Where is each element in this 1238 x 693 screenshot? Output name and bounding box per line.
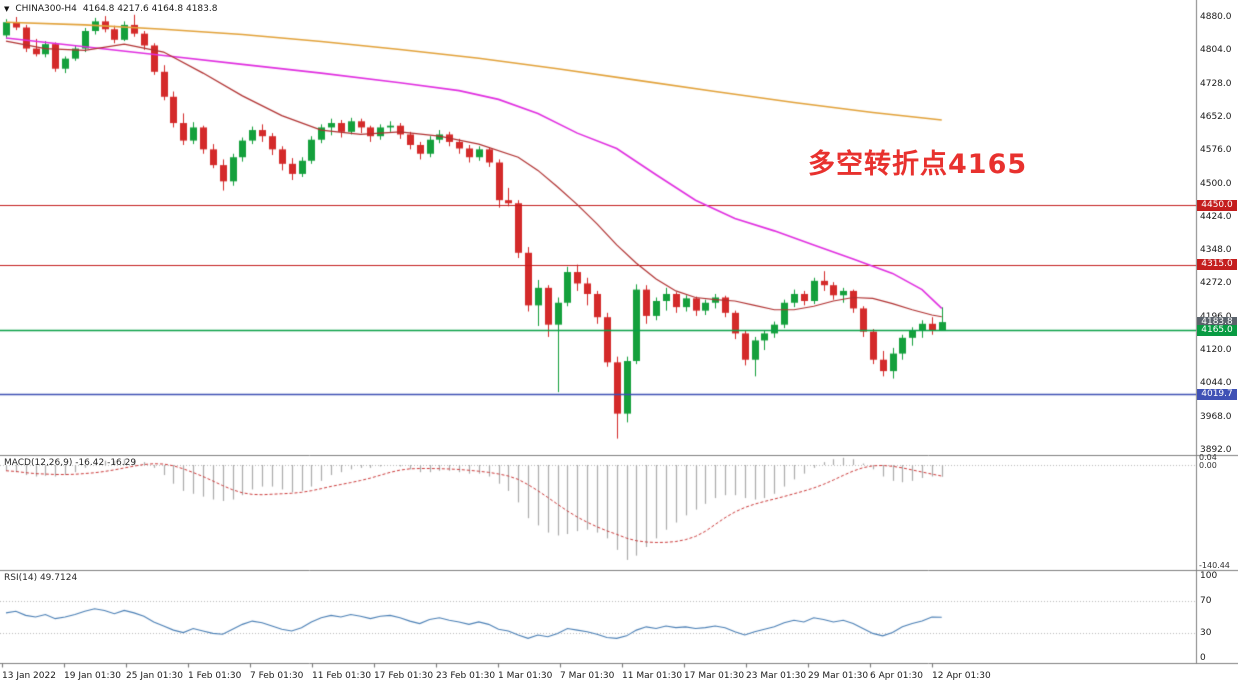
price-axis-label: 4424.0 [1200, 211, 1232, 222]
time-axis-label: 12 Apr 01:30 [932, 671, 991, 681]
price-tag: 4315.0 [1197, 259, 1237, 271]
price-axis-label: 4804.0 [1200, 45, 1232, 56]
macd-axis-label: 0.00 [1199, 460, 1217, 470]
time-axis-label: 7 Feb 01:30 [250, 671, 304, 681]
price-axis-label: 4500.0 [1200, 178, 1232, 189]
rsi-label: RSI(14) 49.7124 [4, 573, 78, 583]
price-axis-label: 4880.0 [1200, 12, 1232, 22]
time-axis-label: 13 Jan 2022 [2, 671, 56, 681]
price-axis-label: 4272.0 [1200, 278, 1232, 289]
macd-axis-label: 0.04 [1199, 453, 1217, 462]
time-axis-label: 17 Feb 01:30 [374, 671, 434, 681]
rsi-axis-label: 100 [1200, 571, 1218, 581]
time-axis-label: 6 Apr 01:30 [870, 671, 923, 681]
time-axis-label: 1 Feb 01:30 [188, 671, 242, 681]
symbol-label: CHINA300-H4 [15, 4, 77, 14]
price-axis-label: 3968.0 [1200, 411, 1232, 422]
collapse-triangle-icon[interactable]: ▼ [4, 5, 10, 13]
price-axis-label: 4044.0 [1200, 378, 1232, 389]
time-axis-label: 11 Feb 01:30 [312, 671, 372, 681]
price-axis-label: 4576.0 [1200, 145, 1232, 156]
time-axis-label: 7 Mar 01:30 [560, 671, 615, 681]
price-axis-label: 3892.0 [1200, 445, 1232, 455]
macd-axis-label: -140.44 [1199, 561, 1230, 570]
price-axis-label: 4348.0 [1200, 245, 1232, 256]
ohlc-values: 4164.8 4217.6 4164.8 4183.8 [82, 4, 218, 14]
price-tag: 4165.0 [1197, 324, 1237, 336]
rsi-axis-label: 0 [1200, 653, 1206, 663]
time-axis-label: 29 Mar 01:30 [808, 671, 869, 681]
time-axis-label: 23 Mar 01:30 [746, 671, 807, 681]
price-axis-label: 4652.0 [1200, 111, 1232, 122]
annotation-text[interactable]: 多空转折点4165 [808, 149, 1028, 180]
price-tag: 4019.7 [1197, 388, 1237, 400]
rsi-axis-label: 30 [1200, 628, 1212, 639]
time-axis-label: 25 Jan 01:30 [126, 671, 183, 681]
time-axis-label: 1 Mar 01:30 [498, 671, 553, 681]
chart-header: ▼ CHINA300-H4 4164.8 4217.6 4164.8 4183.… [4, 4, 217, 14]
macd-label: MACD(12,26,9) -16.42 -16.29 [4, 458, 137, 468]
price-axis-label: 4120.0 [1200, 345, 1232, 356]
price-tag: 4450.0 [1197, 199, 1237, 211]
price-axis-label: 4728.0 [1200, 78, 1232, 89]
time-axis-label: 23 Feb 01:30 [436, 671, 496, 681]
rsi-axis-label: 70 [1200, 595, 1212, 606]
time-axis-label: 11 Mar 01:30 [622, 671, 683, 681]
time-axis-label: 17 Mar 01:30 [684, 671, 745, 681]
time-axis-label: 19 Jan 01:30 [64, 671, 121, 681]
price-tag: 4183.8 [1197, 316, 1237, 328]
